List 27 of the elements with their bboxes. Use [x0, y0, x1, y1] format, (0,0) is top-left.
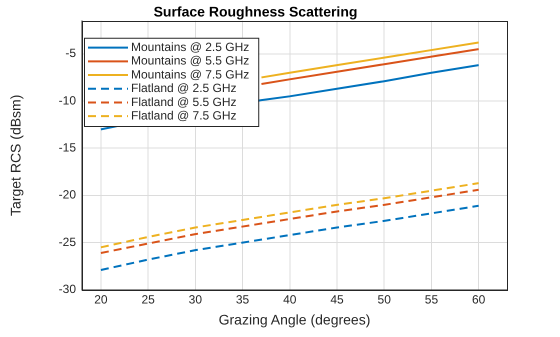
x-tick-label: 60	[472, 292, 486, 306]
legend-label: Mountains @ 7.5 GHz	[131, 67, 250, 82]
y-tick-label: -10	[58, 93, 76, 108]
x-axis-title: Grazing Angle (degrees)	[218, 311, 370, 328]
x-tick-label: 25	[141, 292, 156, 306]
x-tick-label: 40	[283, 292, 297, 306]
y-tick-label: -30	[58, 282, 76, 296]
y-axis-title: Target RCS (dBsm)	[7, 94, 24, 216]
legend-label: Flatland @ 2.5 GHz	[131, 81, 237, 96]
line-series	[100, 182, 480, 248]
legend-label: Mountains @ 2.5 GHz	[131, 40, 250, 54]
x-tick-label: 45	[330, 292, 344, 306]
x-tick-label: 35	[236, 292, 250, 306]
legend-label: Flatland @ 7.5 GHz	[131, 108, 237, 122]
x-tick-label: 50	[378, 292, 392, 306]
y-tick-label: -25	[58, 234, 76, 249]
x-tick-label: 55	[424, 292, 438, 306]
y-tick-label: -15	[58, 140, 76, 155]
line-series	[100, 204, 480, 271]
legend-label: Mountains @ 5.5 GHz	[131, 54, 250, 68]
chart-title: Surface Roughness Scattering	[154, 3, 358, 20]
y-tick-label: -5	[65, 46, 76, 60]
y-tick-label: -20	[58, 188, 76, 202]
line-series	[100, 188, 480, 254]
legend-label: Flatland @ 5.5 GHz	[131, 94, 237, 109]
x-tick-label: 20	[94, 292, 108, 306]
x-tick-label: 30	[188, 292, 202, 306]
